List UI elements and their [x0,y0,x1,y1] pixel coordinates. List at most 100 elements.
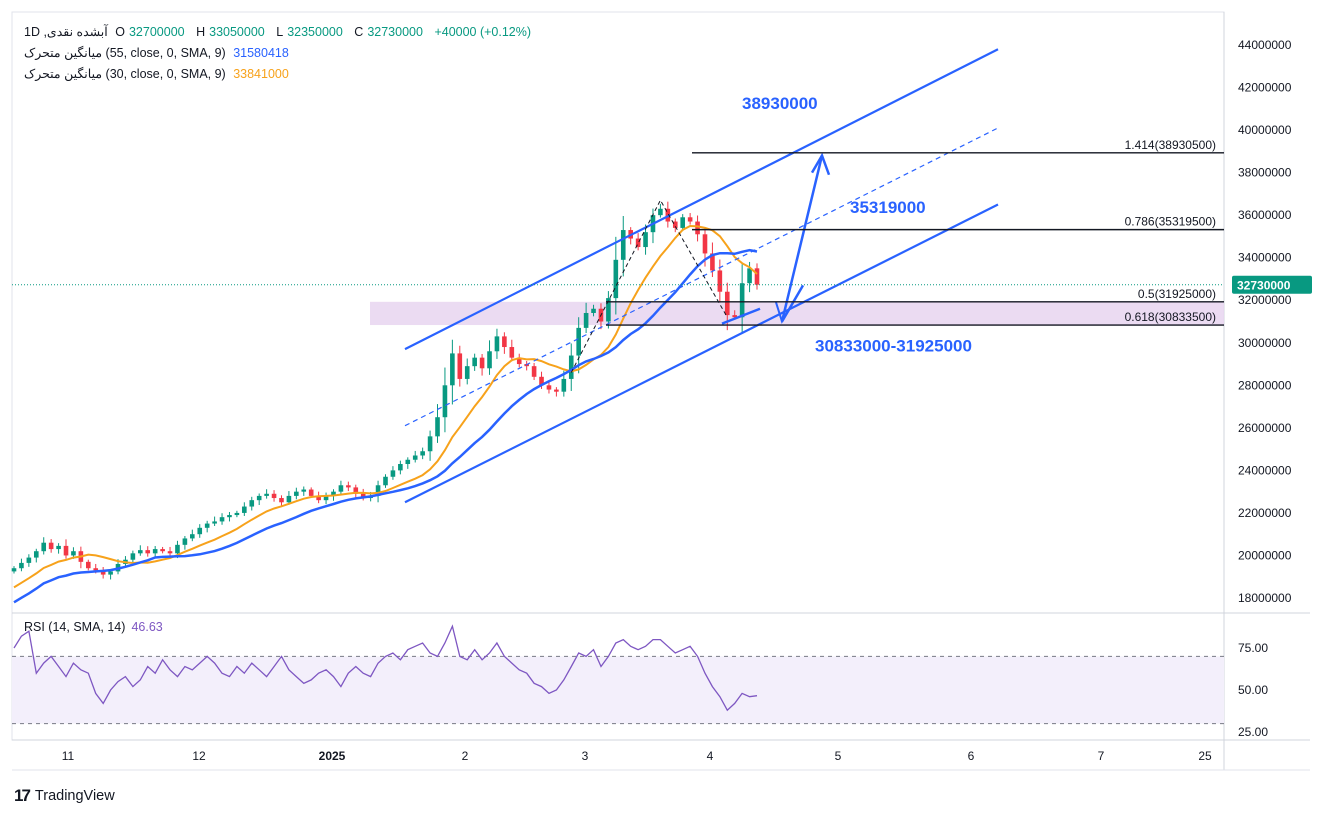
trendlines[interactable]: 38930000 35319000 30833000-31925000 [404,48,999,504]
price-tick-label: 24000000 [1238,463,1292,477]
time-tick-label: 2 [462,749,469,763]
fib-level-label: 1.414(38930500) [1125,138,1216,152]
channel-mid-line[interactable] [404,127,999,427]
channel-upper-line[interactable] [404,48,999,351]
last-price-tag[interactable] [1232,275,1312,294]
candle-body [26,557,32,563]
time-axis[interactable]: 11 12 2025 2 3 4 5 6 7 25 [62,749,1212,763]
candle-body [271,493,277,499]
rsi-pane: 75.00 50.00 25.00 [12,624,1268,739]
candle-body [145,550,151,554]
price-tick-label: 34000000 [1238,251,1292,265]
moving-averages [13,224,758,604]
fib-level-label: 0.5(31925000) [1138,287,1216,301]
support-zone [370,301,1224,326]
candle-body [591,308,596,313]
candle-body [71,551,76,556]
candle-body [383,476,388,486]
candle-body [613,259,619,299]
price-tick-label: 30000000 [1238,336,1292,350]
candle-body [702,234,708,254]
sma30-value: 33841000 [233,67,289,81]
sma55-legend[interactable]: میانگین متحرک (55, close, 0, SMA, 9) 315… [24,45,293,61]
high-value: 33050000 [209,25,265,39]
candle-body [249,500,255,507]
candle-body [56,545,61,550]
chart-frame [11,11,1225,741]
candle-body [323,495,329,501]
rsi-tick-label: 25.00 [1238,725,1268,739]
candle-body [130,553,136,560]
tradingview-logo-text: TradingView [34,788,115,804]
candle-body [450,353,455,386]
candle-body [554,389,559,392]
candle-body [256,495,262,501]
candle-body [279,498,284,503]
candle-body [754,268,760,285]
candle-body [583,312,589,328]
sma30-legend[interactable]: میانگین متحرک (30, close, 0, SMA, 9) 338… [24,66,293,82]
time-tick-label: 11 [62,749,75,763]
time-tick-label: 2025 [319,749,346,763]
candle-body [620,230,626,260]
candle-body [606,298,611,322]
fibonacci-levels[interactable]: 1.414(38930500) 0.786(35319500) 0.5(319250… [12,138,1224,326]
candle-body [182,538,188,545]
tradingview-logo[interactable]: 17 TradingView [14,786,115,806]
rsi-value: 46.63 [131,620,163,634]
time-tick-label: 5 [835,749,842,763]
open-value: 32700000 [128,25,185,39]
candle-body [346,485,351,488]
candle-body [509,347,515,358]
price-tick-label: 44000000 [1238,38,1292,52]
candle-body [264,493,269,496]
candle-body [331,491,336,496]
candle-body [531,366,537,377]
low-key: L [276,25,284,39]
candle-body [219,517,225,522]
arrow-head-icon [775,302,792,324]
channel-lower-line[interactable] [404,203,999,504]
short-support-line[interactable] [721,307,761,325]
candle-body [502,336,507,348]
candle-body [190,534,195,539]
candle-body [375,485,381,496]
ohlc-legend: آبشده نقدی, 1D O 32700000 H 33050000 L 3235… [24,24,535,40]
time-tick-label: 6 [968,749,975,763]
candle-body [546,385,552,390]
sma55-line [13,248,758,604]
candle-body [11,568,17,572]
rsi-tick-label: 50.00 [1238,683,1268,697]
candle-body [48,542,54,550]
fib-level-label: 0.618(30833500) [1125,310,1216,324]
rsi-label: RSI (14, SMA, 14) [24,620,126,634]
rsi-legend[interactable]: RSI (14, SMA, 14) 46.63 [24,620,163,634]
close-value: 32730000 [367,25,423,39]
candle-body [695,221,700,235]
candle-body [316,495,321,501]
candle-body [442,385,448,418]
candle-body [658,208,663,216]
candle-body [717,270,723,292]
candle-body [405,459,411,465]
candle-body [710,253,715,271]
candle-body [301,489,307,492]
candle-body [479,357,485,369]
target-label-mid: 35319000 [850,198,926,217]
candle-body [286,495,292,503]
candle-body [197,527,203,535]
candle-body [687,217,693,222]
price-axis[interactable]: 18000000 20000000 22000000 24000000 26000000… [1232,38,1312,605]
symbol-label[interactable]: آبشده نقدی, 1D [24,25,108,39]
candle-body [420,451,425,456]
candle-body [41,542,47,552]
candle-body [108,571,113,575]
candle-body [85,561,91,569]
candle-body [561,378,567,392]
candle-body [234,512,240,516]
candle-body [576,327,581,356]
candle-body [160,549,165,552]
candle-body [412,455,418,460]
pattern-zigzag [570,199,728,373]
